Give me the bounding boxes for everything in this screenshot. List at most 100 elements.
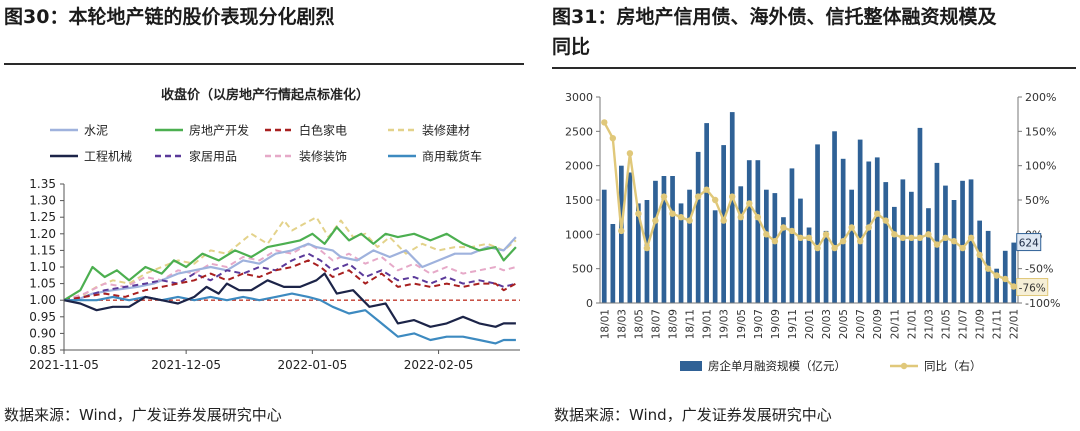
left-x-tick-2: 2022-01-05 [277,358,347,372]
yoy-point-19/02 [712,196,719,204]
yoy-point-21/07 [959,244,966,252]
right-x-tick-19: 21/03 [923,309,935,339]
right-chart-plot [601,112,1017,304]
yoy-point-20/06 [848,224,855,231]
right-x-tick-7: 19/03 [719,309,731,339]
yoy-point-21/09 [976,251,983,259]
bar-18/08 [661,176,667,303]
bar-21/01 [909,191,914,303]
series-line-2 [63,259,517,302]
bar-19/03 [721,145,726,303]
yoy-point-18/10 [677,214,685,221]
yoy-point-21/02 [916,234,924,241]
right-y-tick-4: 2000 [565,160,593,173]
bar-19/06 [746,160,752,303]
bar-19/12 [798,198,803,303]
bar-20/07 [857,139,863,303]
right-x-tick-17: 20/11 [889,309,901,339]
series-line-4 [63,272,516,328]
right-y-tick-0: 0 [586,297,593,310]
left-chart-title: 收盘价（以房地产行情起点标准化） [161,87,369,103]
left-y-tick-0: 0.85 [29,343,56,357]
bar-20/09 [874,157,880,303]
bar-20/08 [866,161,872,303]
yoy-point-20/10 [882,217,889,224]
legend-label-1: 房地产开发 [189,123,249,138]
right-x-tick-12: 20/01 [804,309,816,339]
bar-20/12 [900,179,906,303]
bar-18/05 [636,203,641,303]
right-y2-tick-4: 100% [1025,160,1056,173]
yoy-point-19/04 [729,193,736,200]
right-figure-title-line2: 同比 [552,36,591,58]
right-x-tick-22: 21/09 [975,309,987,339]
left-y-tick-7: 1.20 [29,227,56,241]
callout-text-bar: 624 [1019,238,1039,250]
yoy-point-21/05 [942,234,949,241]
yoy-point-18/07 [652,217,659,224]
left-y-tick-4: 1.05 [29,277,56,291]
bar-20/06 [849,189,854,303]
right-x-tick-21: 21/07 [958,309,970,339]
yoy-point-19/12 [797,234,804,241]
left-y-tick-1: 0.90 [29,326,56,340]
yoy-point-19/07 [754,214,761,221]
right-y-tick-6: 3000 [565,91,593,104]
right-y2-tick-0: -100% [1025,297,1060,310]
bar-21/09 [977,220,982,303]
right-x-tick-5: 18/11 [685,309,697,339]
bar-18/01 [601,189,607,303]
yoy-point-20/07 [857,238,864,245]
legend-label-7: 商用载货车 [422,149,482,164]
left-y-tick-3: 1.00 [29,293,56,307]
legend-marker-yoy [900,362,908,370]
right-x-tick-9: 19/07 [753,309,765,339]
right-y2-tick-3: 50% [1025,194,1049,207]
yoy-point-18/06 [643,244,651,252]
bar-20/02 [815,144,820,303]
left-x-tick-3: 2022-02-05 [404,358,474,372]
right-y-tick-3: 1500 [565,194,593,207]
yoy-point-22/01 [1010,283,1017,290]
callout-box-yoy [1016,278,1049,297]
bar-20/01 [806,227,812,303]
bar-19/05 [738,186,744,303]
bar-18/12 [695,151,701,303]
bar-20/04 [832,131,837,303]
yoy-point-20/05 [839,238,847,245]
yoy-point-19/08 [763,231,770,238]
bar-18/02 [610,224,616,303]
bar-21/06 [951,200,957,303]
legend-label-6: 装修装饰 [299,149,347,164]
bar-21/04 [934,162,940,303]
right-x-tick-24: 22/01 [1009,309,1021,339]
legend-label-bar: 房企单月融资规模（亿元） [708,359,846,373]
yoy-point-19/11 [788,227,796,235]
right-bar-line-chart: 050010001500200025003000-100%-50%0%50%10… [565,91,1060,373]
right-x-tick-4: 18/09 [668,309,680,339]
right-x-tick-18: 21/01 [906,309,918,339]
yoy-point-18/12 [694,193,702,200]
right-y-tick-1: 500 [572,263,593,276]
legend-label-2: 白色家电 [299,123,347,138]
right-x-tick-0: 18/01 [599,309,611,339]
yoy-point-18/08 [660,193,668,200]
left-y-tick-8: 1.25 [29,210,56,224]
left-figure-title: 图30：本轮地产链的股价表现分化剧烈 [4,6,335,28]
yoy-point-21/01 [908,234,915,241]
callout-text-yoy: -76% [1019,283,1046,295]
bar-20/10 [883,182,889,303]
yoy-point-18/03 [618,227,625,235]
bar-20/05 [840,158,846,303]
series-line-5 [63,252,517,302]
yoy-point-20/02 [814,244,821,252]
series-line-6 [63,242,517,302]
legend-label-yoy: 同比（右） [924,359,982,373]
left-title-rule [4,63,524,65]
yoy-point-19/05 [737,214,744,221]
right-x-tick-16: 20/09 [872,309,884,339]
right-figure-title-line1: 图31：房地产信用债、海外债、信托整体融资规模及 [552,6,997,28]
bar-21/03 [926,208,931,303]
bar-21/08 [968,179,974,303]
yoy-point-18/04 [626,150,634,157]
